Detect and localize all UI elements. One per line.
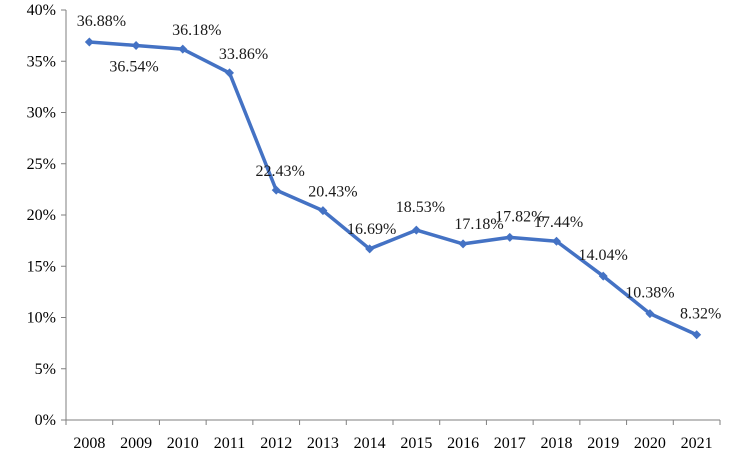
x-tick-label: 2018 xyxy=(541,435,573,452)
x-tick-label: 2015 xyxy=(400,435,432,452)
data-label: 20.43% xyxy=(308,184,357,201)
y-tick-label: 25% xyxy=(27,156,56,173)
y-axis-ticks: 0% 5% 10% 15% 20% 25% 30% 35% 40% xyxy=(27,2,66,429)
data-point xyxy=(225,68,234,78)
x-tick-label: 2020 xyxy=(634,435,666,452)
x-tick-label: 2009 xyxy=(120,435,152,452)
x-tick-label: 2019 xyxy=(587,435,619,452)
data-point xyxy=(458,239,468,249)
data-label: 18.53% xyxy=(396,199,445,216)
x-tick-label: 2013 xyxy=(307,435,339,452)
data-point xyxy=(645,309,655,319)
y-tick-label: 20% xyxy=(27,207,56,224)
data-label: 33.86% xyxy=(219,46,268,63)
axes xyxy=(65,10,720,421)
data-label: 17.18% xyxy=(454,216,503,233)
y-tick-label: 5% xyxy=(35,361,56,378)
data-label: 10.38% xyxy=(625,285,674,302)
data-label: 36.88% xyxy=(77,13,126,30)
data-point xyxy=(505,232,515,242)
data-point xyxy=(598,271,608,281)
data-point xyxy=(178,44,188,54)
y-tick-label: 40% xyxy=(27,2,56,19)
y-tick-label: 35% xyxy=(27,53,56,70)
data-label: 14.04% xyxy=(579,247,628,264)
data-point xyxy=(365,244,375,254)
series-group xyxy=(84,37,702,340)
data-label: 36.54% xyxy=(109,58,158,75)
data-point xyxy=(84,37,94,47)
x-tick-label: 2011 xyxy=(214,435,245,452)
x-axis-ticks: 2008 2009 2010 2011 2012 2013 2014 2015 2016 2017… xyxy=(65,420,721,452)
x-tick-label: 2010 xyxy=(167,435,199,452)
y-tick-label: 0% xyxy=(35,412,56,429)
data-point xyxy=(318,206,328,216)
data-label: 16.69% xyxy=(347,221,396,238)
data-labels: 36.88% 36.54% 36.18% 33.86% 22.43%20.43% 16.6… xyxy=(77,13,722,323)
x-tick-label: 2008 xyxy=(73,435,105,452)
data-point xyxy=(271,185,281,195)
x-tick-label: 2014 xyxy=(354,435,386,452)
y-tick-label: 10% xyxy=(27,310,56,327)
x-tick-label: 2017 xyxy=(494,435,526,452)
data-label: 8.32% xyxy=(680,306,721,323)
y-tick-label: 30% xyxy=(27,105,56,122)
data-point xyxy=(411,225,421,235)
data-label: 17.44% xyxy=(534,214,583,231)
data-point xyxy=(552,236,561,246)
data-label: 17.82% xyxy=(495,208,544,225)
data-label: 22.43% xyxy=(256,163,305,180)
x-tick-label: 2016 xyxy=(447,435,479,452)
x-tick-label: 2021 xyxy=(681,435,713,452)
data-label: 36.18% xyxy=(172,22,221,39)
data-point xyxy=(131,40,141,50)
y-tick-label: 15% xyxy=(27,258,56,275)
series-line xyxy=(87,40,699,337)
data-point xyxy=(692,330,702,340)
x-tick-label: 2012 xyxy=(260,435,292,452)
